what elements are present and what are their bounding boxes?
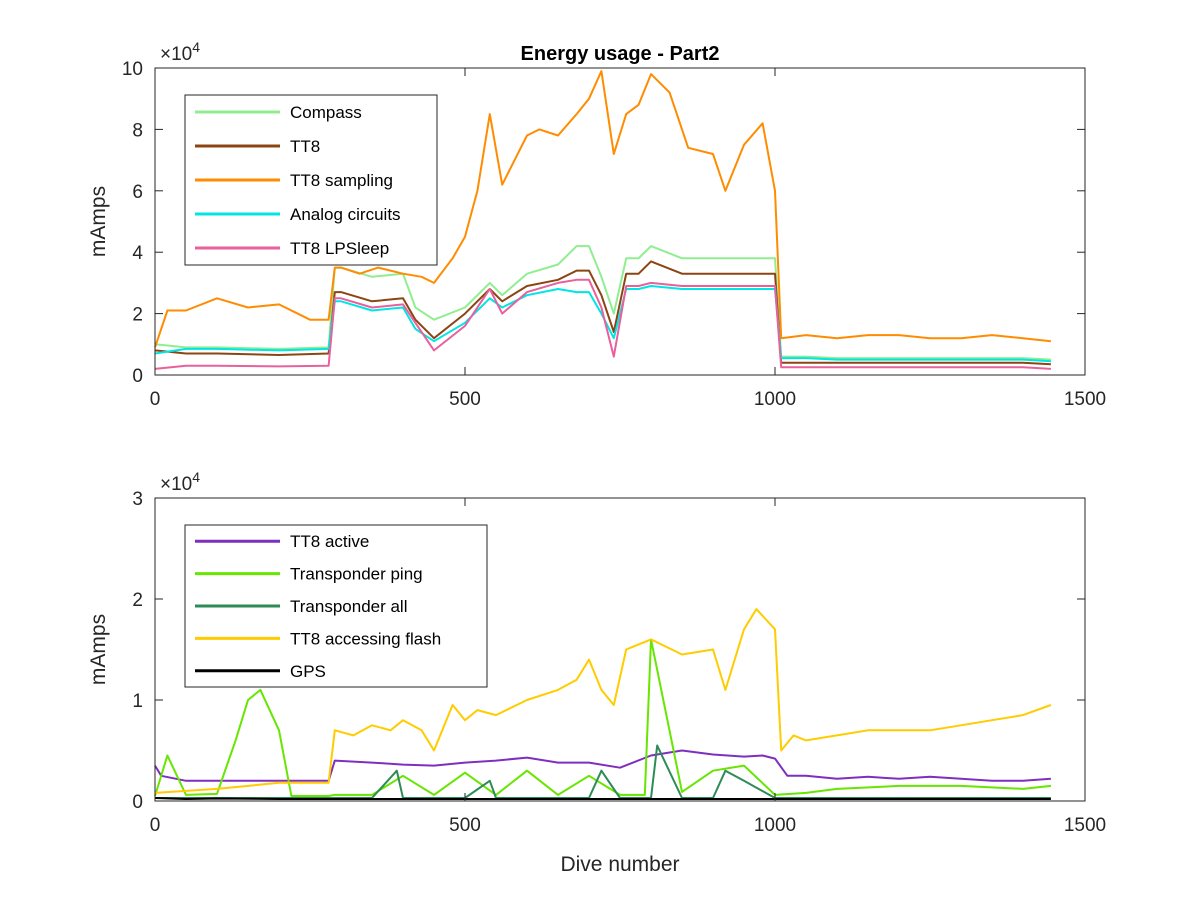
y-axis-label: mAmps xyxy=(87,614,110,685)
y-tick-label: 2 xyxy=(132,305,143,326)
legend: TT8 active Transponder ping Transponder al… xyxy=(184,524,488,688)
chart-panel-2: 0 500 1000 1500 0 1 2 3 ×104 mAmps Dive number TT8 … xyxy=(87,469,1106,876)
axes-box xyxy=(154,67,1086,376)
x-axis-label: Dive number xyxy=(560,853,679,876)
x-tick-label: 1000 xyxy=(754,815,796,836)
legend-label: GPS xyxy=(290,662,326,681)
legend-label: TT8 active xyxy=(290,532,369,551)
legend-label: TT8 accessing flash xyxy=(290,629,441,648)
legend-label: Analog circuits xyxy=(290,205,401,224)
x-tick-label: 1000 xyxy=(754,389,796,410)
x-tick-label: 1500 xyxy=(1064,389,1106,410)
axes-box xyxy=(154,497,1086,802)
y-exponent-label: ×104 xyxy=(160,469,200,495)
series-lines xyxy=(154,70,1052,370)
y-tick-label: 3 xyxy=(132,489,143,510)
legend-label: Transponder all xyxy=(290,597,408,616)
x-tick-label: 500 xyxy=(449,389,481,410)
x-tick-label: 500 xyxy=(449,815,481,836)
legend-label: TT8 LPSleep xyxy=(290,239,389,258)
x-tick-label: 0 xyxy=(150,815,161,836)
y-tick-label: 4 xyxy=(132,243,143,264)
y-tick-label: 8 xyxy=(132,120,143,141)
x-tick-label: 0 xyxy=(150,389,161,410)
series-lines xyxy=(154,608,1052,800)
legend: Compass TT8 TT8 sampling Analog circuits TT8… xyxy=(184,94,438,266)
y-tick-label: 10 xyxy=(122,59,143,80)
legend-label: TT8 xyxy=(290,137,320,156)
y-tick-label: 2 xyxy=(132,590,143,611)
series-line-gps xyxy=(154,797,1051,800)
y-exponent-label: ×104 xyxy=(160,39,200,65)
chart-panel-1: 0 500 1000 1500 0 2 4 6 8 10 ×104 Energy usage - Pa… xyxy=(87,39,1106,410)
series-line-tt8-accessing-flash xyxy=(154,608,1052,794)
y-axis-label: mAmps xyxy=(87,186,110,257)
series-line-analog-circuits xyxy=(154,285,1051,363)
chart-title: Energy usage - Part2 xyxy=(521,43,720,65)
series-line-transponder-ping xyxy=(154,638,1052,797)
series-line-tt8-lpsleep xyxy=(154,278,1051,370)
y-tick-label: 0 xyxy=(132,792,143,813)
y-tick-label: 0 xyxy=(132,366,143,387)
legend-label: Compass xyxy=(290,103,362,122)
y-tick-label: 6 xyxy=(132,182,143,203)
x-tick-label: 1500 xyxy=(1064,815,1106,836)
y-tick-label: 1 xyxy=(132,691,143,712)
series-line-tt8-sampling xyxy=(154,70,1052,348)
legend-label: TT8 sampling xyxy=(290,171,393,190)
legend-label: Transponder ping xyxy=(290,565,423,584)
series-line-tt8 xyxy=(154,260,1051,366)
